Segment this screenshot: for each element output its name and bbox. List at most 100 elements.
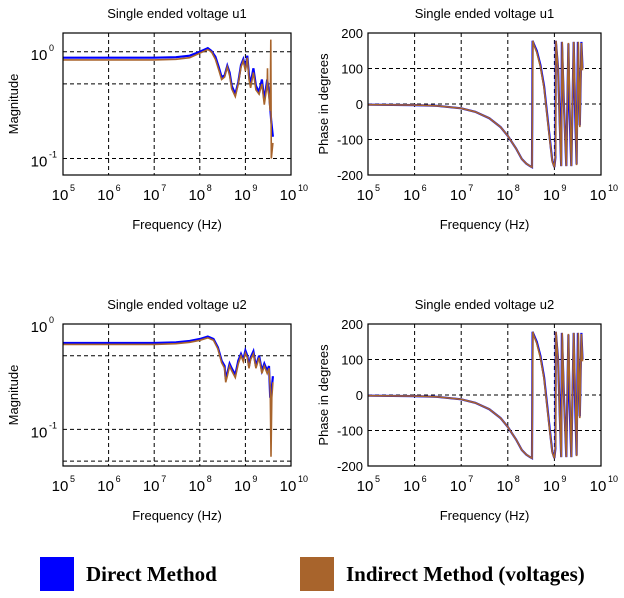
legend-swatch-direct (40, 557, 74, 591)
x-tick-label: 10 (403, 187, 420, 204)
legend-item-indirect: Indirect Method (voltages) (300, 556, 585, 592)
x-tick-label: 10 (450, 187, 467, 204)
y-tick-label: 200 (341, 26, 363, 41)
x-tick-exponent: 6 (116, 183, 121, 193)
legend: Direct Method Indirect Method (voltages) (0, 556, 624, 592)
x-axis-label: Frequency (Hz) (132, 217, 222, 232)
x-tick-label: 10 (357, 478, 374, 495)
x-tick-exponent: 7 (161, 474, 166, 484)
grid (63, 33, 291, 175)
legend-label-indirect: Indirect Method (voltages) (346, 561, 585, 586)
y-tick-label: 100 (341, 353, 363, 368)
x-tick-exponent: 8 (515, 183, 520, 193)
x-tick-label: 10 (543, 187, 560, 204)
series-line-indirect (63, 336, 274, 457)
chart-title: Single ended voltage u2 (107, 297, 247, 312)
x-tick-exponent: 10 (608, 183, 618, 193)
y-tick-label: 10 (31, 424, 48, 441)
x-axis-label: Frequency (Hz) (440, 508, 530, 523)
chart-panel-2: 10 5 10 6 10 7 10 8 10 9 10 102001000-100-200Single… (316, 6, 618, 232)
series-line-direct (63, 335, 274, 398)
x-tick-exponent: 5 (70, 474, 75, 484)
x-tick-label: 10 (97, 187, 114, 204)
x-tick-label: 10 (496, 478, 513, 495)
x-tick-exponent: 7 (161, 183, 166, 193)
x-tick-exponent: 8 (207, 183, 212, 193)
x-tick-label: 10 (543, 478, 560, 495)
x-tick-label: 10 (188, 187, 205, 204)
chart-title: Single ended voltage u1 (415, 6, 555, 21)
x-tick-exponent: 8 (207, 474, 212, 484)
x-tick-exponent: 5 (375, 474, 380, 484)
legend-swatch-indirect (300, 557, 334, 591)
x-axis-label: Frequency (Hz) (132, 508, 222, 523)
series-line-indirect (368, 40, 584, 169)
chart-title: Single ended voltage u1 (107, 6, 247, 21)
x-tick-exponent: 6 (422, 474, 427, 484)
y-tick-label: 0 (356, 388, 363, 403)
x-tick-exponent: 5 (375, 183, 380, 193)
x-tick-exponent: 6 (116, 474, 121, 484)
y-axis-label: Phase in degrees (316, 53, 331, 155)
legend-item-direct: Direct Method (40, 556, 217, 592)
x-tick-exponent: 10 (608, 474, 618, 484)
x-tick-label: 10 (52, 187, 69, 204)
x-tick-exponent: 6 (422, 183, 427, 193)
y-tick-label: 10 (31, 153, 48, 170)
x-tick-label: 10 (357, 187, 374, 204)
x-tick-exponent: 9 (561, 183, 566, 193)
y-tick-exponent: -1 (49, 420, 57, 430)
y-tick-label: -100 (337, 424, 363, 439)
x-tick-label: 10 (234, 478, 251, 495)
x-tick-label: 10 (450, 478, 467, 495)
y-axis-label: Magnitude (6, 365, 21, 426)
x-tick-exponent: 7 (468, 474, 473, 484)
plot-frame (62, 32, 292, 176)
x-axis-label: Frequency (Hz) (440, 217, 530, 232)
x-tick-label: 10 (590, 478, 607, 495)
plot-frame (367, 323, 602, 467)
y-tick-label: 10 (31, 319, 48, 336)
y-tick-exponent: -1 (49, 149, 57, 159)
x-tick-exponent: 8 (515, 474, 520, 484)
y-tick-label: 10 (31, 47, 48, 64)
series-line-indirect (63, 39, 274, 159)
x-tick-exponent: 9 (252, 474, 257, 484)
plot-frame (62, 323, 292, 467)
y-tick-label: -200 (337, 459, 363, 474)
x-tick-exponent: 9 (252, 183, 257, 193)
plot-frame (367, 32, 602, 176)
x-tick-exponent: 7 (468, 183, 473, 193)
x-tick-label: 10 (52, 478, 69, 495)
x-tick-label: 10 (143, 478, 160, 495)
grid (63, 324, 291, 466)
x-tick-label: 10 (188, 478, 205, 495)
x-tick-label: 10 (143, 187, 160, 204)
y-axis-label: Phase in degrees (316, 344, 331, 446)
x-tick-exponent: 5 (70, 183, 75, 193)
x-tick-label: 10 (234, 187, 251, 204)
x-tick-exponent: 10 (298, 474, 308, 484)
x-tick-exponent: 10 (298, 183, 308, 193)
y-tick-exponent: 0 (49, 315, 54, 325)
y-tick-label: -100 (337, 133, 363, 148)
legend-label-direct: Direct Method (86, 561, 217, 586)
y-tick-label: 0 (356, 97, 363, 112)
chart-panel-4: 10 5 10 6 10 7 10 8 10 9 10 102001000-100-200Single… (316, 297, 618, 523)
y-axis-label: Magnitude (6, 74, 21, 135)
x-tick-label: 10 (403, 478, 420, 495)
y-tick-label: 200 (341, 317, 363, 332)
x-tick-label: 10 (280, 478, 297, 495)
x-tick-exponent: 9 (561, 474, 566, 484)
chart-title: Single ended voltage u2 (415, 297, 555, 312)
x-tick-label: 10 (496, 187, 513, 204)
x-tick-label: 10 (590, 187, 607, 204)
x-tick-label: 10 (280, 187, 297, 204)
x-tick-label: 10 (97, 478, 114, 495)
series-line-indirect (368, 331, 584, 460)
y-tick-label: -200 (337, 168, 363, 183)
series-line-direct (63, 46, 274, 137)
